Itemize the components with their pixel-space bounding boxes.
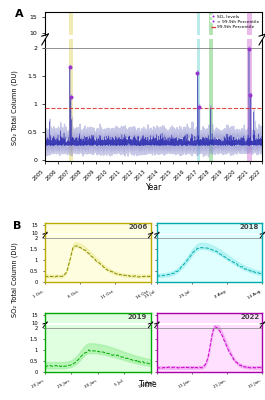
Bar bbox=[209, 12, 213, 35]
Bar bbox=[69, 40, 73, 161]
Text: 2018: 2018 bbox=[240, 224, 259, 230]
Point bbox=[197, 103, 201, 110]
Bar bbox=[209, 40, 213, 161]
Point bbox=[68, 64, 72, 70]
Bar bbox=[247, 12, 253, 35]
Text: B: B bbox=[14, 221, 22, 231]
Bar bbox=[69, 12, 73, 35]
Point bbox=[248, 92, 252, 98]
Text: SO₂ Total Column (DU): SO₂ Total Column (DU) bbox=[11, 242, 18, 318]
Text: 2022: 2022 bbox=[240, 314, 259, 320]
Text: 2019: 2019 bbox=[128, 314, 147, 320]
Text: Time: Time bbox=[139, 380, 158, 389]
Legend: SO₂ levels, > 99.9th Percentile, 99.9th Percentile: SO₂ levels, > 99.9th Percentile, 99.9th … bbox=[210, 14, 260, 30]
Point bbox=[195, 70, 199, 76]
Text: SO₂ Total Column (DU): SO₂ Total Column (DU) bbox=[11, 70, 18, 146]
Bar bbox=[197, 12, 200, 35]
Point bbox=[69, 94, 73, 100]
Point bbox=[247, 46, 251, 52]
Bar bbox=[197, 40, 200, 161]
Bar bbox=[247, 40, 253, 161]
Text: 2006: 2006 bbox=[128, 224, 147, 230]
Text: A: A bbox=[15, 8, 23, 18]
X-axis label: Year: Year bbox=[145, 183, 162, 192]
